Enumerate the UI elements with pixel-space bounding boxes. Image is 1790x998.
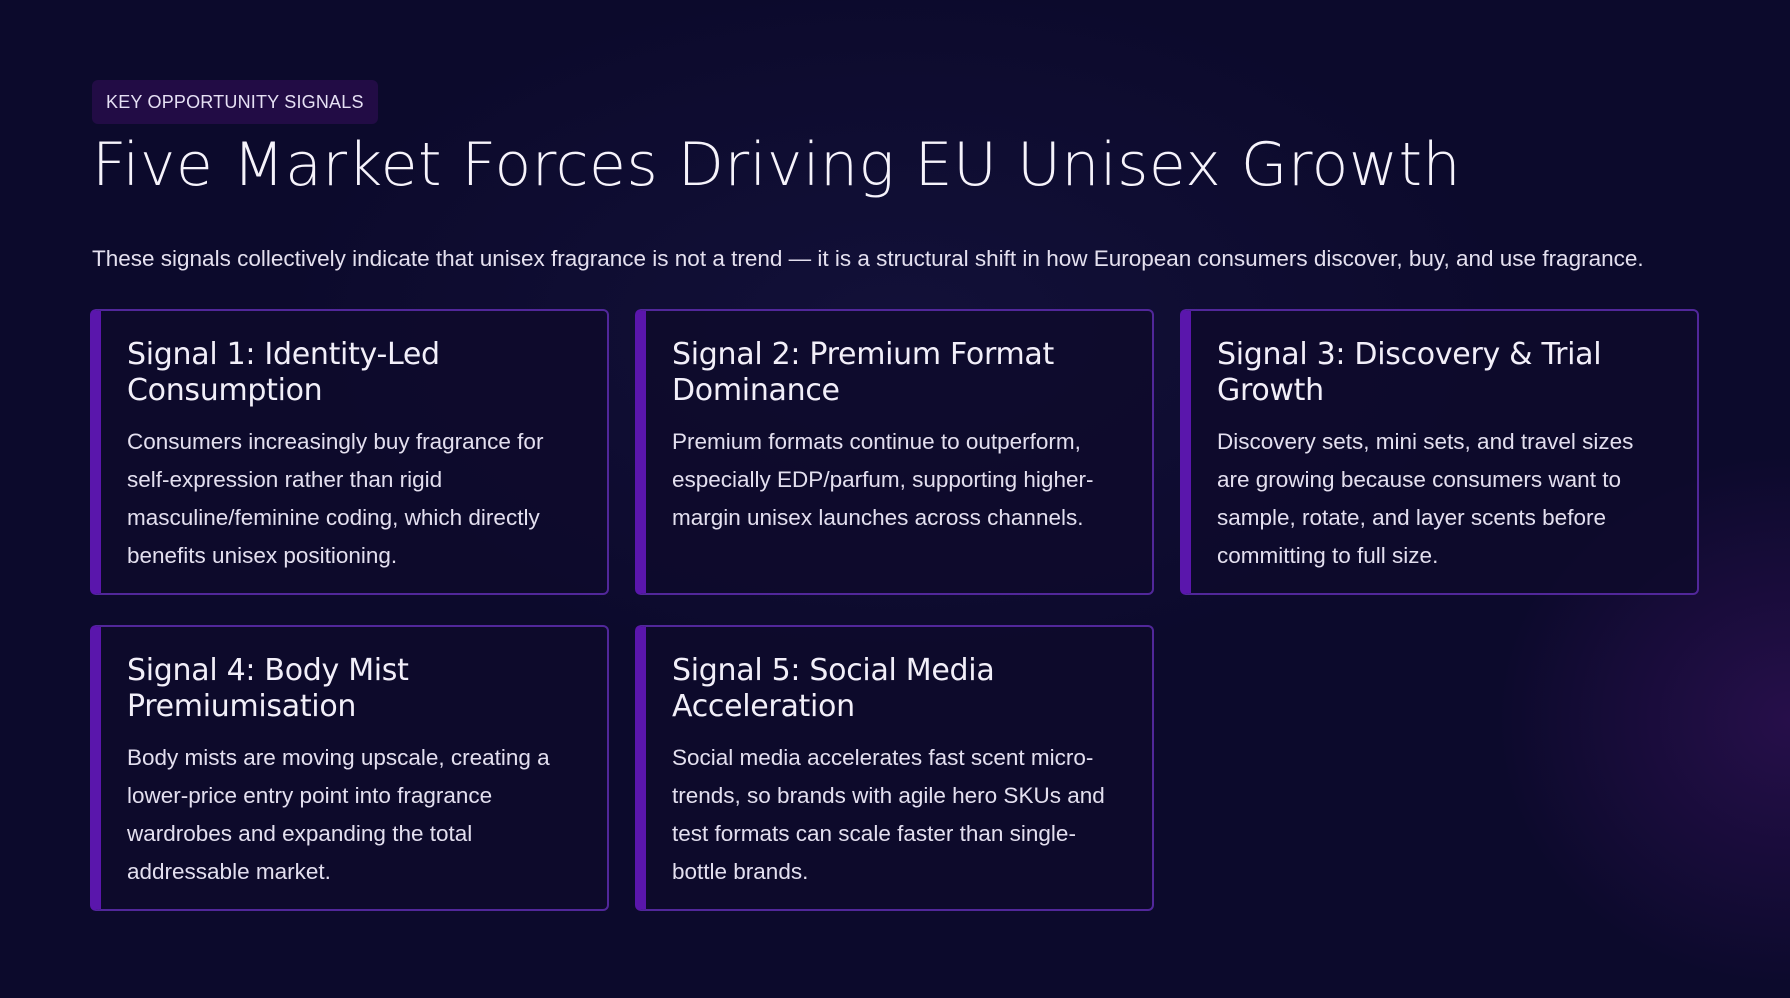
signal-title: Signal 3: Discovery & Trial Growth: [1217, 337, 1602, 408]
signal-title: Signal 2: Premium Format Dominance: [672, 337, 1054, 408]
signal-title: Signal 5: Social Media Acceleration: [672, 653, 995, 724]
page-subtitle: These signals collectively indicate that…: [92, 246, 1644, 271]
signal-card-1: Signal 1: Identity-Led Consumption Consu…: [90, 309, 609, 595]
signal-body: Consumers increasingly buy fragrance for…: [127, 429, 544, 568]
section-tag: KEY OPPORTUNITY SIGNALS: [92, 80, 378, 124]
signal-card-4: Signal 4: Body Mist Premiumisation Body …: [90, 625, 609, 911]
signal-body: Discovery sets, mini sets, and travel si…: [1217, 429, 1634, 568]
signal-body: Premium formats continue to outperform, …: [672, 429, 1094, 530]
signal-title: Signal 4: Body Mist Premiumisation: [127, 653, 409, 724]
signal-title: Signal 1: Identity-Led Consumption: [127, 337, 440, 408]
signal-card-3: Signal 3: Discovery & Trial Growth Disco…: [1180, 309, 1699, 595]
signal-body: Social media accelerates fast scent micr…: [672, 745, 1105, 884]
page-title: Five Market Forces Driving EU Unisex Gro…: [92, 130, 1462, 200]
signal-card-5: Signal 5: Social Media Acceleration Soci…: [635, 625, 1154, 911]
signal-card-2: Signal 2: Premium Format Dominance Premi…: [635, 309, 1154, 595]
signal-body: Body mists are moving upscale, creating …: [127, 745, 550, 884]
